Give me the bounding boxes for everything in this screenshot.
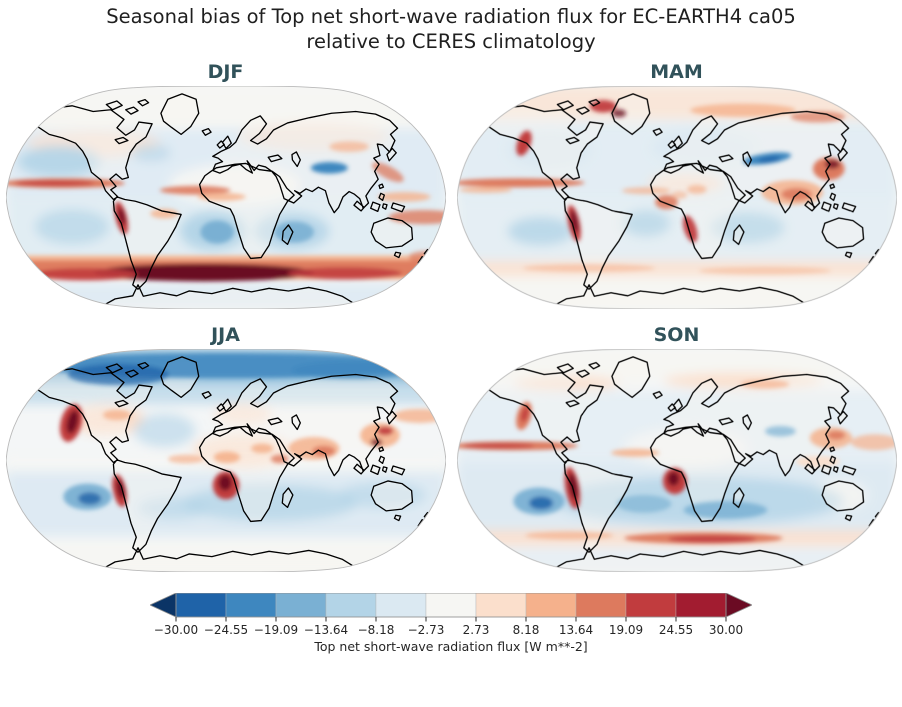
colorbar-segment bbox=[425, 592, 477, 618]
panel-title-jja: JJA bbox=[211, 323, 240, 346]
colorbar-segment bbox=[625, 592, 677, 618]
panel-title-mam: MAM bbox=[650, 60, 703, 83]
panel-title-djf: DJF bbox=[207, 60, 244, 83]
panel-jja: JJA bbox=[0, 319, 451, 572]
colorbar-segment bbox=[525, 592, 577, 618]
colorbar-extend-low-arrow bbox=[150, 592, 177, 618]
colorbar-tick-label: 13.64 bbox=[559, 623, 593, 637]
colorbar-segment bbox=[225, 592, 277, 618]
colorbar-tick-label: −2.73 bbox=[408, 623, 445, 637]
colorbar-tick-label: −24.55 bbox=[204, 623, 248, 637]
panel-djf: DJF bbox=[0, 56, 451, 309]
colorbar-label: Top net short-wave radiation flux [W m**… bbox=[314, 638, 588, 654]
panel-son: SON bbox=[451, 319, 902, 572]
colorbar-tick-label: 24.55 bbox=[659, 623, 693, 637]
colorbar-tick-label: −13.64 bbox=[304, 623, 348, 637]
colorbar-tick-label: −30.00 bbox=[154, 623, 198, 637]
colorbar-tick-label: 30.00 bbox=[709, 623, 743, 637]
colorbar-segment bbox=[675, 592, 727, 618]
colorbar: −30.00 −24.55 −19.09 −13.64 −8.18 −2.73 2.73 8.… bbox=[150, 592, 752, 654]
map-son bbox=[456, 348, 897, 572]
colorbar-tick-label: −8.18 bbox=[358, 623, 395, 637]
map-djf bbox=[5, 85, 446, 309]
map-jja bbox=[5, 348, 446, 572]
panel-title-son: SON bbox=[653, 323, 700, 346]
colorbar-segment bbox=[325, 592, 377, 618]
figure-title-line2: relative to CERES climatology bbox=[306, 29, 596, 53]
colorbar-bar: −30.00 −24.55 −19.09 −13.64 −8.18 −2.73 2.73 8.… bbox=[150, 592, 752, 637]
figure-title-line1: Seasonal bias of Top net short-wave radi… bbox=[106, 5, 796, 28]
colorbar-segment bbox=[275, 592, 327, 618]
colorbar-extend-high-arrow bbox=[725, 592, 752, 618]
figure-title: Seasonal bias of Top net short-wave radi… bbox=[0, 0, 902, 55]
colorbar-segment bbox=[575, 592, 627, 618]
colorbar-segment bbox=[175, 592, 227, 618]
colorbar-tick-label: 19.09 bbox=[609, 623, 643, 637]
map-mam bbox=[456, 85, 897, 309]
panel-grid: DJF bbox=[0, 56, 902, 572]
colorbar-tick-label: 2.73 bbox=[463, 623, 490, 637]
panel-mam: MAM bbox=[451, 56, 902, 309]
colorbar-segment bbox=[475, 592, 527, 618]
colorbar-tick-label: −19.09 bbox=[254, 623, 298, 637]
colorbar-tick-label: 8.18 bbox=[513, 623, 540, 637]
colorbar-segment bbox=[375, 592, 427, 618]
colorbar-outline bbox=[175, 592, 727, 618]
